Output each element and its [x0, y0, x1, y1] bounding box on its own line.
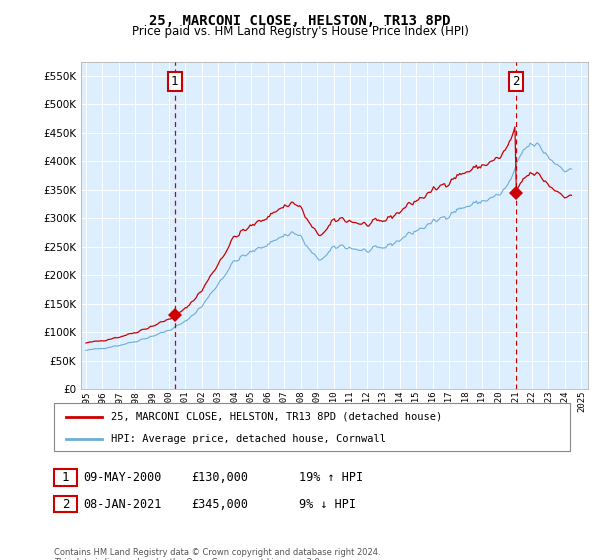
Text: Price paid vs. HM Land Registry's House Price Index (HPI): Price paid vs. HM Land Registry's House …: [131, 25, 469, 38]
Text: Contains HM Land Registry data © Crown copyright and database right 2024.
This d: Contains HM Land Registry data © Crown c…: [54, 548, 380, 560]
Text: 1: 1: [62, 471, 69, 484]
Text: 09-MAY-2000: 09-MAY-2000: [83, 471, 161, 484]
Text: 2: 2: [62, 497, 69, 511]
Text: 19% ↑ HPI: 19% ↑ HPI: [299, 471, 363, 484]
Text: 2: 2: [512, 75, 520, 88]
Text: HPI: Average price, detached house, Cornwall: HPI: Average price, detached house, Corn…: [111, 434, 386, 444]
Text: £345,000: £345,000: [191, 497, 248, 511]
Text: 1: 1: [171, 75, 178, 88]
Text: 08-JAN-2021: 08-JAN-2021: [83, 497, 161, 511]
Text: 9% ↓ HPI: 9% ↓ HPI: [299, 497, 356, 511]
Text: £130,000: £130,000: [191, 471, 248, 484]
Text: 25, MARCONI CLOSE, HELSTON, TR13 8PD (detached house): 25, MARCONI CLOSE, HELSTON, TR13 8PD (de…: [111, 412, 442, 422]
Text: 25, MARCONI CLOSE, HELSTON, TR13 8PD: 25, MARCONI CLOSE, HELSTON, TR13 8PD: [149, 14, 451, 28]
